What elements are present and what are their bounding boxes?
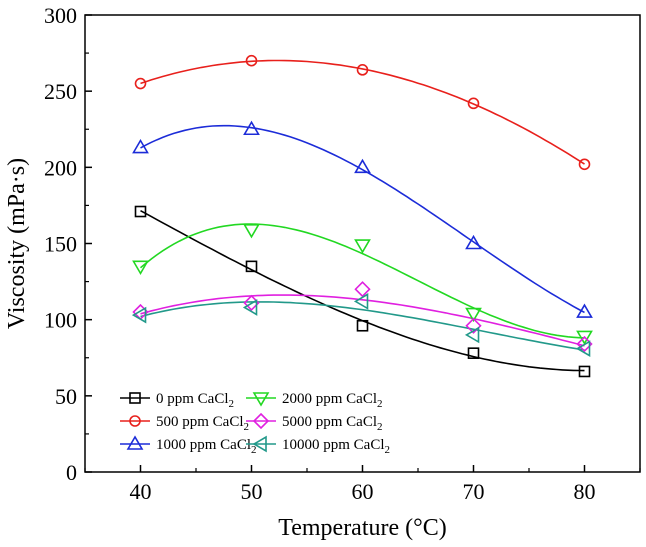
data-markers	[131, 54, 593, 378]
data-point-series-1	[578, 158, 591, 171]
y-tick-label: 50	[55, 384, 77, 409]
y-tick-label: 300	[44, 3, 77, 28]
data-point-series-0	[245, 260, 258, 273]
data-point-series-1	[134, 77, 147, 90]
curve-5	[140, 301, 585, 351]
legend-label: 500 ppm CaCl2	[156, 414, 249, 433]
fit-curves	[139, 59, 585, 372]
legend-label: 1000 ppm CaCl2	[156, 437, 257, 456]
legend-label: 2000 ppm CaCl2	[282, 391, 383, 410]
curve-2	[140, 124, 585, 314]
legend-label: 5000 ppm CaCl2	[282, 414, 383, 433]
data-point-series-3	[354, 239, 371, 254]
x-tick-label: 50	[241, 479, 263, 504]
data-point-series-5	[575, 340, 591, 358]
data-point-series-3	[465, 307, 482, 323]
data-point-series-5	[464, 326, 480, 344]
data-point-series-2	[576, 303, 593, 318]
legend-marker	[126, 435, 144, 450]
data-point-series-1	[245, 54, 258, 67]
data-point-series-1	[467, 97, 480, 110]
y-tick-label: 0	[66, 460, 77, 485]
data-point-series-3	[576, 330, 593, 346]
y-axis-title: Viscosity (mPa·s)	[4, 158, 30, 329]
y-tick-label: 150	[44, 232, 77, 257]
curve-0	[140, 209, 585, 372]
data-point-series-3	[243, 223, 260, 239]
data-point-series-2	[243, 120, 260, 136]
data-point-series-4	[465, 317, 482, 334]
data-point-series-0	[356, 319, 369, 332]
x-tick-label: 80	[574, 479, 596, 504]
x-tick-label: 60	[352, 479, 374, 504]
legend-marker	[129, 415, 141, 427]
axes: 40 50 60 70 80 0 50 100 150 200 250 300	[44, 3, 641, 504]
legend-label: 0 ppm CaCl2	[156, 391, 234, 410]
x-tick-label: 40	[130, 479, 152, 504]
legend: 0 ppm CaCl2 500 ppm CaCl2 1000 ppm CaCl2 20…	[120, 391, 390, 456]
data-point-series-5	[131, 306, 147, 324]
legend-marker	[129, 392, 141, 404]
y-tick-label: 200	[44, 155, 77, 180]
data-point-series-3	[132, 260, 149, 275]
legend-marker	[252, 412, 270, 430]
legend-label: 10000 ppm CaCl2	[282, 437, 390, 456]
data-point-series-4	[354, 281, 371, 298]
data-point-series-2	[354, 158, 371, 174]
data-point-series-0	[578, 365, 591, 378]
legend-marker	[252, 435, 267, 453]
data-point-series-2	[465, 234, 482, 250]
data-point-series-0	[134, 205, 147, 218]
x-tick-label: 70	[463, 479, 485, 504]
x-axis-title: Temperature (°C)	[278, 515, 447, 541]
data-point-series-5	[242, 299, 258, 316]
data-point-series-2	[132, 138, 149, 154]
data-point-series-5	[353, 292, 369, 310]
data-point-series-0	[467, 347, 480, 359]
y-tick-label: 250	[44, 79, 77, 104]
data-point-series-1	[356, 64, 369, 76]
curve-1	[140, 59, 585, 165]
curve-4	[140, 294, 585, 347]
y-tick-label: 100	[44, 308, 77, 333]
legend-marker	[252, 392, 270, 407]
